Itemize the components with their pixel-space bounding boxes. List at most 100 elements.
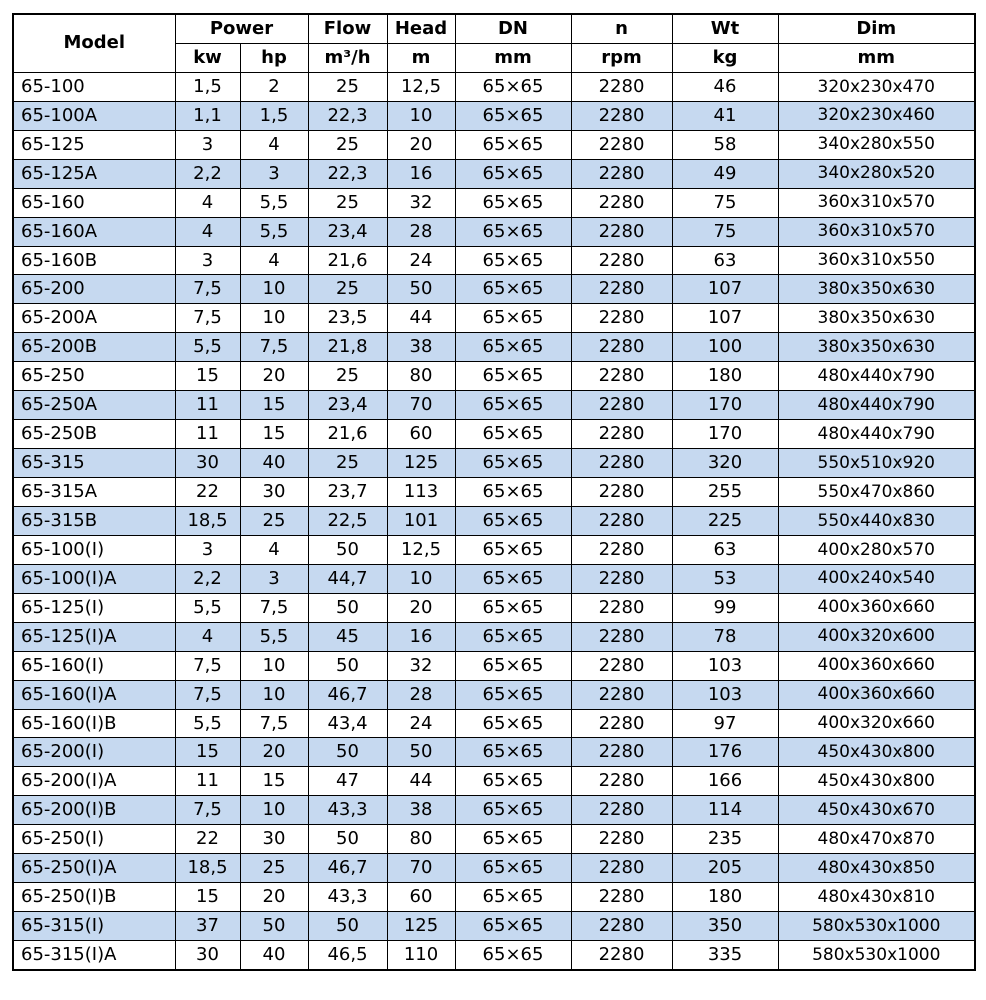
cell-hp: 7,5 — [239, 332, 309, 363]
cell-dn: 65×65 — [454, 505, 572, 536]
cell-hp: 10 — [239, 274, 309, 305]
cell-flow: 22,3 — [307, 100, 388, 131]
table-row: 65-200A 7,5 10 23,5 44 65×65 2280 107 380x350x63… — [12, 303, 976, 334]
cell-dim: 450x430x800 — [777, 737, 976, 768]
cell-model: 65-250(I) — [12, 824, 176, 855]
cell-kw: 11 — [174, 419, 241, 450]
cell-dim: 400x320x600 — [777, 621, 976, 652]
cell-dim: 400x240x540 — [777, 563, 976, 594]
table-row: 65-200 7,5 10 25 50 65×65 2280 107 380x350x630 — [12, 274, 976, 305]
cell-dn: 65×65 — [454, 129, 572, 160]
table-row: 65-315 30 40 25 125 65×65 2280 320 550x510x920 — [12, 448, 976, 478]
cell-kw: 15 — [174, 361, 241, 392]
cell-model: 65-315B — [12, 505, 176, 536]
cell-wt: 180 — [671, 361, 779, 392]
cell-dim: 360x310x570 — [777, 216, 976, 247]
cell-hp: 20 — [239, 737, 309, 768]
cell-wt: 46 — [671, 71, 779, 102]
cell-dim: 400x320x660 — [777, 708, 976, 739]
cell-wt: 58 — [671, 129, 779, 160]
table-row: 65-160(I) 7,5 10 50 32 65×65 2280 103 400x360x66… — [12, 650, 976, 681]
cell-head: 38 — [386, 795, 456, 826]
cell-dim: 480x440x790 — [777, 361, 976, 392]
cell-kw: 30 — [174, 939, 241, 971]
cell-flow: 50 — [307, 650, 388, 681]
cell-flow: 47 — [307, 766, 388, 797]
cell-head: 50 — [386, 274, 456, 305]
cell-kw: 22 — [174, 824, 241, 855]
table-row: 65-315A 22 30 23,7 113 65×65 2280 255 550x470x86… — [12, 477, 976, 507]
header-wt: Wt — [671, 13, 779, 44]
cell-hp: 15 — [239, 390, 309, 421]
cell-dn: 65×65 — [454, 303, 572, 334]
cell-head: 60 — [386, 419, 456, 450]
cell-kw: 1,5 — [174, 71, 241, 102]
cell-dn: 65×65 — [454, 245, 572, 276]
cell-dn: 65×65 — [454, 361, 572, 392]
cell-model: 65-160A — [12, 216, 176, 247]
cell-hp: 15 — [239, 766, 309, 797]
cell-wt: 53 — [671, 563, 779, 594]
cell-wt: 99 — [671, 592, 779, 623]
cell-head: 20 — [386, 129, 456, 160]
cell-model: 65-125 — [12, 129, 176, 160]
cell-wt: 170 — [671, 390, 779, 421]
cell-wt: 205 — [671, 853, 779, 884]
cell-hp: 5,5 — [239, 621, 309, 652]
cell-flow: 23,5 — [307, 303, 388, 334]
cell-kw: 7,5 — [174, 274, 241, 305]
cell-head: 20 — [386, 592, 456, 623]
cell-kw: 4 — [174, 187, 241, 218]
cell-n: 2280 — [570, 216, 673, 247]
cell-kw: 7,5 — [174, 650, 241, 681]
cell-wt: 235 — [671, 824, 779, 855]
cell-model: 65-100A — [12, 100, 176, 131]
cell-n: 2280 — [570, 563, 673, 594]
cell-dim: 580x530x1000 — [777, 911, 976, 941]
header-model: Model — [12, 13, 176, 73]
cell-dim: 320x230x460 — [777, 100, 976, 131]
cell-head: 24 — [386, 708, 456, 739]
table-body: 65-100 1,5 2 25 12,5 65×65 2280 46 320x230x470 65… — [12, 71, 976, 971]
cell-dn: 65×65 — [454, 419, 572, 450]
table-row: 65-250B 11 15 21,6 60 65×65 2280 170 480x440x790 — [12, 419, 976, 450]
cell-flow: 44,7 — [307, 563, 388, 594]
cell-dn: 65×65 — [454, 853, 572, 884]
cell-dn: 65×65 — [454, 621, 572, 652]
cell-kw: 5,5 — [174, 708, 241, 739]
table-row: 65-200(I) 15 20 50 50 65×65 2280 176 450x430x800 — [12, 737, 976, 768]
cell-kw: 22 — [174, 477, 241, 507]
cell-hp: 3 — [239, 158, 309, 189]
table-row: 65-100(I)A 2,2 3 44,7 10 65×65 2280 53 400x240x5… — [12, 563, 976, 594]
cell-kw: 37 — [174, 911, 241, 941]
cell-head: 80 — [386, 824, 456, 855]
cell-kw: 1,1 — [174, 100, 241, 131]
cell-dim: 550x470x860 — [777, 477, 976, 507]
cell-dim: 360x310x550 — [777, 245, 976, 276]
cell-model: 65-200(I) — [12, 737, 176, 768]
cell-wt: 255 — [671, 477, 779, 507]
cell-kw: 4 — [174, 216, 241, 247]
cell-hp: 5,5 — [239, 187, 309, 218]
cell-head: 44 — [386, 303, 456, 334]
cell-flow: 25 — [307, 448, 388, 478]
cell-n: 2280 — [570, 679, 673, 710]
cell-dim: 360x310x570 — [777, 187, 976, 218]
cell-head: 28 — [386, 679, 456, 710]
cell-hp: 40 — [239, 939, 309, 971]
cell-head: 16 — [386, 621, 456, 652]
cell-dn: 65×65 — [454, 650, 572, 681]
table-row: 65-160(I)A 7,5 10 46,7 28 65×65 2280 103 400x360… — [12, 679, 976, 710]
cell-wt: 75 — [671, 187, 779, 218]
cell-dn: 65×65 — [454, 390, 572, 421]
cell-dim: 550x440x830 — [777, 505, 976, 536]
unit-kw: kw — [174, 42, 241, 73]
table-header: Model Power Flow Head DN n Wt Dim kw hp … — [12, 13, 976, 73]
cell-head: 110 — [386, 939, 456, 971]
cell-model: 65-200 — [12, 274, 176, 305]
table-row: 65-250A 11 15 23,4 70 65×65 2280 170 480x440x790 — [12, 390, 976, 421]
cell-kw: 11 — [174, 390, 241, 421]
cell-n: 2280 — [570, 303, 673, 334]
cell-dim: 400x360x660 — [777, 679, 976, 710]
cell-hp: 40 — [239, 448, 309, 478]
